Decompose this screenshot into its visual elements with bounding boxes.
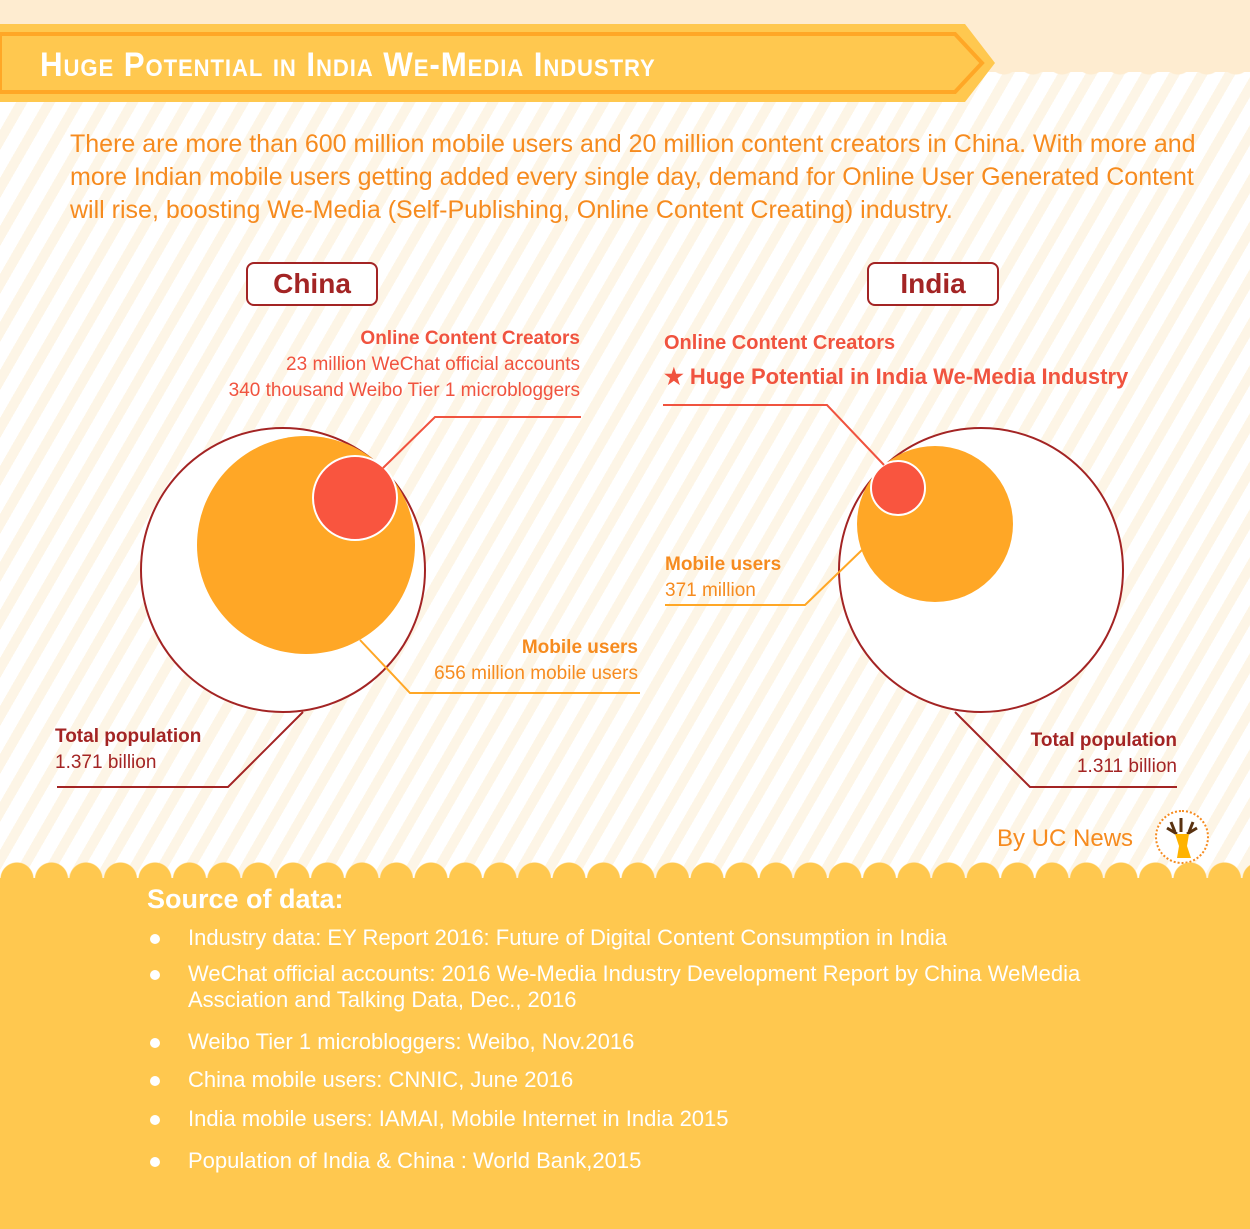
china-creators-label: Online Content Creators 23 million WeCha…: [228, 328, 580, 401]
venn-diagrams: [57, 404, 1177, 788]
source-item: Population of India & China : World Bank…: [150, 1148, 1188, 1174]
india-creators-leader: [663, 404, 885, 466]
india-mobile-label: Mobile users 371 million: [665, 554, 782, 601]
china-creators-leader: [382, 416, 581, 469]
china-mobile-label: Mobile users 656 million mobile users: [434, 637, 638, 684]
china-pop-leader: [57, 711, 304, 788]
source-item: Weibo Tier 1 microbloggers: Weibo, Nov.2…: [150, 1029, 1188, 1055]
china-creators-circle: [312, 455, 398, 541]
scallop-decoration: [990, 60, 1250, 84]
source-item: Industry data: EY Report 2016: Future of…: [150, 925, 1188, 951]
source-item: China mobile users: CNNIC, June 2016: [150, 1067, 1188, 1093]
china-pop-label: Total population 1.371 billion: [55, 726, 202, 773]
intro-text: There are more than 600 million mobile u…: [70, 130, 1196, 224]
source-item: India mobile users: IAMAI, Mobile Intern…: [150, 1106, 1188, 1132]
credit-text: By UC News: [997, 825, 1134, 852]
deer-head-logo: [1155, 810, 1209, 864]
india-mobile-leader: [665, 549, 863, 606]
india-diagram: [663, 404, 1177, 788]
sources-panel: [0, 878, 1250, 1229]
india-creators-circle: [870, 460, 926, 516]
sources-title: Source of data:: [147, 884, 344, 914]
scallop-decoration: [0, 862, 1250, 882]
source-item: WeChat official accounts: 2016 We-Media …: [150, 961, 1088, 1013]
india-pop-leader: [954, 711, 1177, 788]
header-banner: [0, 24, 995, 102]
china-mobile-leader: [359, 639, 640, 694]
india-label: India: [867, 262, 999, 306]
india-pop-label: Total population 1.311 billion: [1030, 730, 1177, 777]
star-icon: ★: [664, 364, 684, 389]
china-diagram: [57, 416, 640, 788]
page-title: Huge Potential in India We-Media Industr…: [40, 46, 656, 84]
india-creators-label: Online Content Creators ★ Huge Potential…: [664, 332, 1129, 389]
china-label: China: [246, 262, 378, 306]
